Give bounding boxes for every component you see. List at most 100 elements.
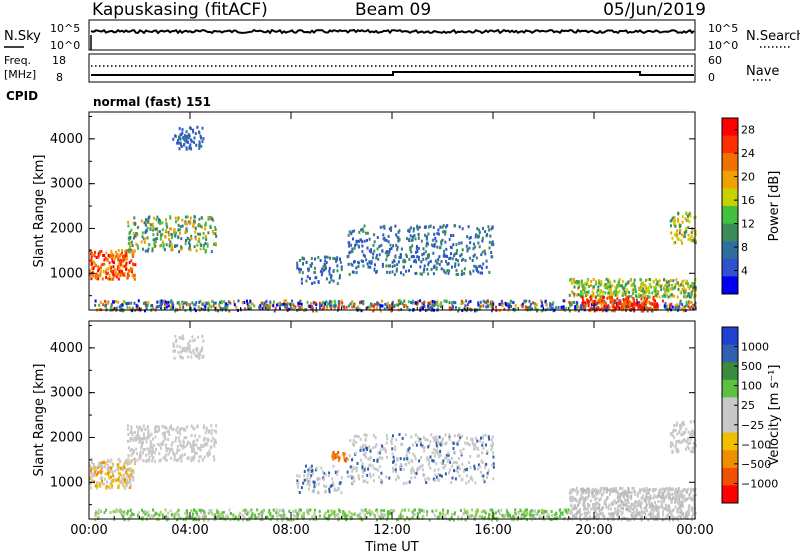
echo-cell xyxy=(638,511,641,515)
echo-cell xyxy=(661,295,664,298)
echo-cell xyxy=(653,285,655,289)
echo-cell xyxy=(109,460,112,464)
echo-cell xyxy=(375,467,378,471)
echo-cell xyxy=(152,508,155,512)
echo-cell xyxy=(622,501,625,504)
echo-cell xyxy=(390,508,392,512)
echo-cell xyxy=(335,258,338,262)
echo-cell xyxy=(618,289,621,293)
echo-cell xyxy=(156,442,159,446)
echo-cell xyxy=(136,307,139,311)
echo-cell xyxy=(191,447,193,451)
echo-cell xyxy=(444,232,447,236)
echo-cell xyxy=(309,277,311,280)
echo-cell xyxy=(282,302,285,306)
echo-cell xyxy=(414,457,417,461)
echo-cell xyxy=(171,447,174,451)
echo-cell xyxy=(180,245,183,249)
echo-cell xyxy=(676,229,679,233)
echo-cell xyxy=(361,509,364,512)
echo-cell xyxy=(427,445,430,449)
echo-cell xyxy=(433,468,436,472)
echo-cell xyxy=(385,434,388,437)
echo-cell xyxy=(347,254,350,258)
echo-cell xyxy=(574,497,577,501)
echo-cell xyxy=(128,238,131,242)
echo-cell xyxy=(104,256,107,260)
echo-cell xyxy=(340,299,343,303)
echo-cell xyxy=(608,288,611,292)
echo-cell xyxy=(673,223,676,226)
y-tick-label: 2000 xyxy=(50,221,83,236)
echo-cell xyxy=(474,245,477,249)
echo-cell xyxy=(357,474,360,478)
echo-cell xyxy=(152,450,155,454)
echo-cell xyxy=(331,477,334,481)
echo-cell xyxy=(97,512,100,516)
echo-cell xyxy=(417,255,420,259)
echo-cell xyxy=(135,232,138,236)
echo-cell xyxy=(420,260,423,264)
echo-cell xyxy=(692,420,695,424)
echo-cell xyxy=(178,250,181,254)
echo-cell xyxy=(422,436,425,439)
echo-cell xyxy=(624,489,627,493)
echo-cell xyxy=(612,512,615,516)
echo-cell xyxy=(611,296,614,300)
echo-cell xyxy=(145,228,148,232)
echo-cell xyxy=(674,443,677,447)
echo-cell xyxy=(606,487,609,491)
echo-cell xyxy=(288,509,291,513)
echo-cell xyxy=(194,303,197,307)
echo-cell xyxy=(283,515,286,519)
echo-cell xyxy=(174,245,177,248)
echo-cell xyxy=(170,304,173,308)
echo-cell xyxy=(654,505,657,509)
echo-cell xyxy=(411,459,414,463)
echo-cell xyxy=(439,453,442,457)
echo-cell xyxy=(648,282,651,286)
echo-cell xyxy=(423,300,426,304)
echo-cell xyxy=(436,449,439,453)
echo-cell xyxy=(371,256,374,260)
echo-cell xyxy=(681,496,684,500)
echo-cell xyxy=(90,472,92,476)
echo-cell xyxy=(665,506,668,510)
echo-cell xyxy=(117,468,120,472)
echo-cell xyxy=(593,309,596,313)
echo-cell xyxy=(437,473,440,476)
echo-cell xyxy=(628,507,631,510)
echo-cell xyxy=(642,287,645,291)
echo-cell xyxy=(593,494,596,498)
echo-cell xyxy=(373,514,376,518)
echo-cell xyxy=(460,252,463,256)
echo-cell xyxy=(138,456,141,459)
echo-cell xyxy=(450,516,453,519)
echo-cell xyxy=(303,470,306,473)
echo-cell xyxy=(338,456,341,460)
echo-cell xyxy=(643,290,646,294)
echo-cell xyxy=(184,518,187,522)
echo-cell xyxy=(474,443,477,447)
echo-cell xyxy=(509,305,512,309)
echo-cell xyxy=(140,428,143,432)
echo-cell xyxy=(328,490,331,494)
echo-cell xyxy=(626,306,629,310)
echo-cell xyxy=(532,301,534,305)
echo-cell xyxy=(388,227,391,231)
echo-cell xyxy=(685,227,688,230)
echo-cell xyxy=(451,476,454,480)
colorbar-segment xyxy=(722,118,738,137)
echo-cell xyxy=(311,515,314,519)
echo-cell xyxy=(329,513,332,517)
echo-cell xyxy=(151,222,154,226)
echo-cell xyxy=(607,512,610,516)
echo-cell xyxy=(114,255,117,259)
echo-cell xyxy=(141,437,144,440)
echo-cell xyxy=(347,474,350,478)
echo-cell xyxy=(611,490,614,494)
echo-cell xyxy=(199,247,202,251)
echo-cell xyxy=(423,267,426,271)
echo-cell xyxy=(680,490,683,494)
echo-cell xyxy=(438,514,441,518)
